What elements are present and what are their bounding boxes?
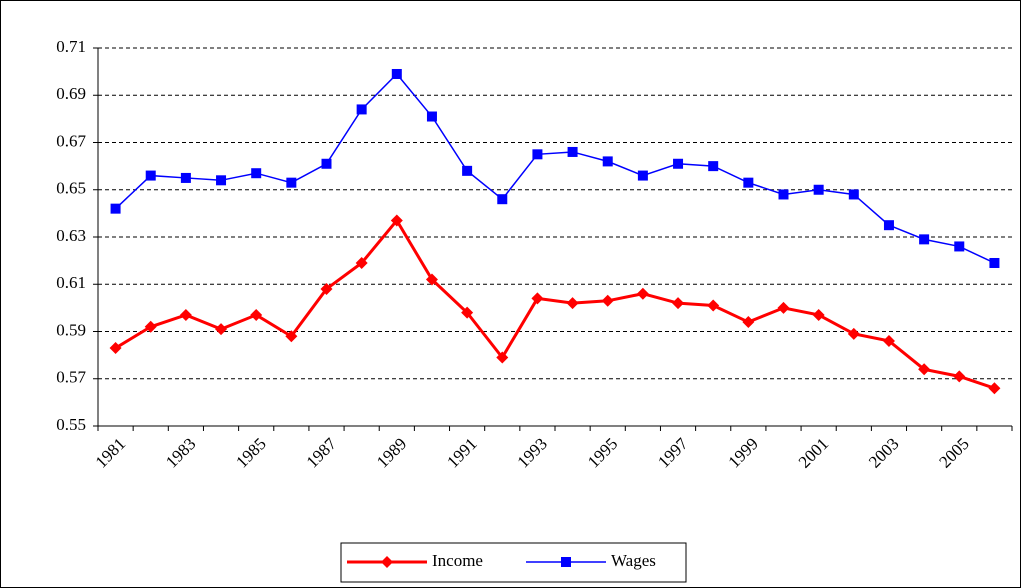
point bbox=[882, 334, 895, 347]
point bbox=[707, 299, 720, 312]
y-tick-label: 0.63 bbox=[56, 226, 86, 245]
point bbox=[180, 172, 191, 183]
point bbox=[531, 292, 544, 305]
point bbox=[637, 170, 648, 181]
point bbox=[216, 175, 227, 186]
point bbox=[215, 323, 228, 336]
point bbox=[321, 158, 332, 169]
point bbox=[883, 220, 894, 231]
y-tick-label: 0.65 bbox=[56, 179, 86, 198]
point bbox=[567, 146, 578, 157]
point bbox=[778, 189, 789, 200]
point bbox=[145, 170, 156, 181]
point bbox=[532, 149, 543, 160]
point bbox=[988, 382, 1001, 395]
legend-label: Income bbox=[432, 551, 483, 570]
point bbox=[497, 194, 508, 205]
series-line bbox=[115, 72, 995, 264]
point bbox=[918, 363, 931, 376]
point bbox=[179, 308, 192, 321]
legend-marker bbox=[381, 556, 393, 568]
point bbox=[250, 308, 263, 321]
point bbox=[390, 214, 403, 227]
point bbox=[251, 168, 262, 179]
point bbox=[391, 68, 402, 79]
point bbox=[144, 320, 157, 333]
point bbox=[356, 104, 367, 115]
point bbox=[848, 189, 859, 200]
point bbox=[672, 297, 685, 310]
point bbox=[954, 241, 965, 252]
point bbox=[989, 257, 1000, 268]
point bbox=[355, 256, 368, 269]
point bbox=[813, 184, 824, 195]
point bbox=[743, 177, 754, 188]
point bbox=[496, 351, 509, 364]
legend-label: Wages bbox=[611, 551, 656, 570]
point bbox=[109, 342, 122, 355]
point bbox=[919, 234, 930, 245]
point bbox=[461, 306, 474, 319]
legend-marker bbox=[561, 557, 571, 567]
y-tick-label: 0.55 bbox=[56, 415, 86, 434]
point bbox=[742, 316, 755, 329]
y-tick-label: 0.69 bbox=[56, 84, 86, 103]
point bbox=[566, 297, 579, 310]
point bbox=[777, 301, 790, 314]
point bbox=[285, 330, 298, 343]
y-tick-label: 0.57 bbox=[56, 368, 86, 387]
point bbox=[425, 273, 438, 286]
point bbox=[953, 370, 966, 383]
point bbox=[636, 287, 649, 300]
y-tick-label: 0.67 bbox=[56, 131, 86, 150]
point bbox=[426, 111, 437, 122]
point bbox=[110, 203, 121, 214]
point bbox=[462, 165, 473, 176]
point bbox=[286, 177, 297, 188]
point bbox=[602, 156, 613, 167]
y-tick-label: 0.61 bbox=[56, 273, 86, 292]
point bbox=[601, 294, 614, 307]
point bbox=[708, 161, 719, 172]
y-tick-label: 0.59 bbox=[56, 320, 86, 339]
point bbox=[812, 308, 825, 321]
y-tick-label: 0.71 bbox=[56, 37, 86, 56]
point bbox=[320, 282, 333, 295]
point bbox=[847, 327, 860, 340]
point bbox=[673, 158, 684, 169]
series-line bbox=[114, 217, 995, 390]
